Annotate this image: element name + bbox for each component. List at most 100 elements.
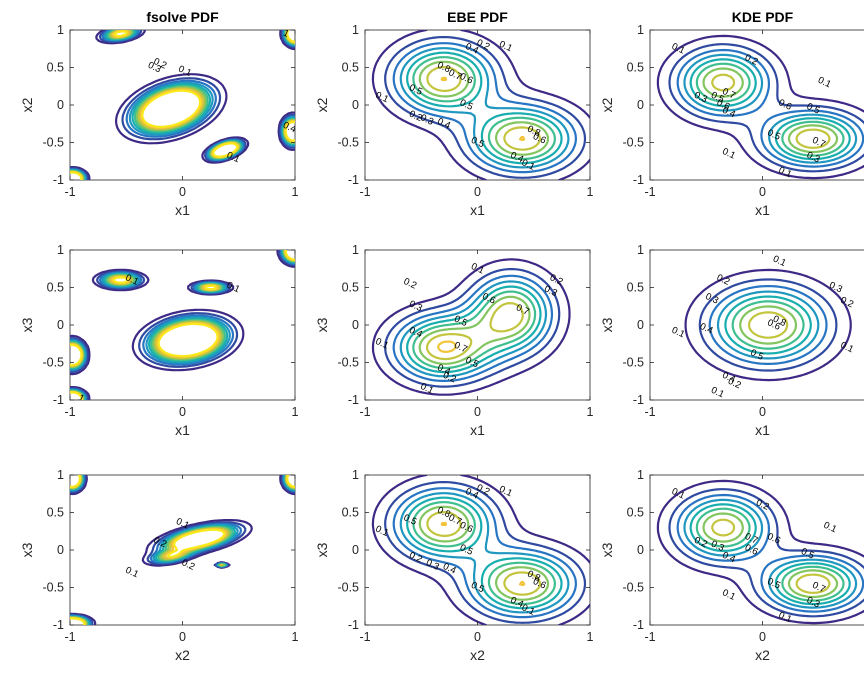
contour-level-0.3 — [676, 48, 864, 168]
x-tick-label: 0 — [759, 630, 766, 644]
x-axis-label: x2 — [755, 647, 770, 663]
y-tick-label: 0.5 — [627, 61, 644, 75]
contour-level-0.6 — [412, 290, 537, 370]
y-axis-label: x3 — [19, 542, 35, 557]
contour-label: 0.1 — [670, 486, 687, 502]
x-axis-label: x1 — [175, 422, 190, 438]
contour-label: 0.1 — [720, 587, 737, 603]
contour-label: 0.3 — [709, 538, 726, 554]
x-axis-label: x2 — [175, 647, 190, 663]
y-tick-label: 0.5 — [342, 281, 359, 295]
y-tick-label: 0.5 — [47, 61, 64, 75]
contour-label: 0.6 — [480, 291, 497, 307]
y-tick-label: 1 — [637, 23, 644, 37]
y-tick-label: 0.5 — [342, 506, 359, 520]
contour-label: 0.5 — [458, 97, 475, 113]
contour-label: 0.1 — [777, 165, 794, 181]
contour-level-1 — [70, 250, 295, 400]
contour-label: 0.2 — [726, 376, 743, 392]
x-tick-label: 0 — [759, 185, 766, 199]
contour-lines: 0.10.3 0.50.40.60.70.6 0.50.50.10.20.10.70… — [656, 34, 864, 181]
contour-level-0.7 — [418, 505, 550, 601]
contour-label: 0.3 — [692, 90, 709, 106]
y-tick-label: 0 — [57, 543, 64, 557]
x-tick-label: 0 — [179, 630, 186, 644]
contour-label: 0.2 — [407, 550, 424, 566]
contour-label: 0.5 — [799, 546, 816, 562]
x-axis-label: x1 — [470, 202, 485, 218]
contour-label: 0.4 — [698, 321, 715, 337]
subplot-1-3: 0.10.3 0.50.40.60.70.6 0.50.50.10.20.10.70… — [599, 9, 864, 218]
contour-label: 0.1 — [497, 484, 514, 500]
contour-label: 0.3 — [419, 112, 436, 128]
contour-label: 1 — [77, 392, 86, 404]
subplot-title: KDE PDF — [732, 9, 794, 25]
y-tick-label: -0.5 — [42, 356, 64, 370]
contour-lines: 0.10.20.310.10.4 — [70, 30, 295, 180]
contour-label: 0.6 — [765, 317, 782, 333]
contour-label: 0.4 — [720, 550, 737, 566]
contour-level-0.4 — [683, 53, 858, 164]
contour-label: 0.6 — [531, 576, 548, 592]
contour-level-0.1 — [371, 475, 590, 625]
contour-label: 0.7 — [514, 302, 531, 318]
y-tick-label: -1 — [633, 173, 644, 187]
subplot-title: fsolve PDF — [146, 9, 219, 25]
x-tick-label: 1 — [292, 630, 299, 644]
contour-level-0.4 — [399, 492, 570, 614]
contour-label: 0.6 — [765, 531, 782, 547]
x-tick-label: -1 — [644, 185, 655, 199]
contour-label: 0.3 — [424, 557, 441, 573]
contour-level-0.2 — [384, 481, 587, 624]
y-axis-label: x2 — [314, 97, 330, 112]
contour-label: 0.2 — [152, 56, 169, 72]
contour-label: 0.1 — [374, 523, 391, 539]
contour-level-1 — [70, 30, 295, 180]
x-tick-label: -1 — [64, 405, 75, 419]
contour-label: 0.5 — [407, 82, 424, 98]
contour-label: 0.6 — [531, 131, 548, 147]
y-tick-label: -1 — [53, 618, 64, 632]
axes-box — [649, 249, 864, 401]
contour-level-0.5 — [724, 295, 812, 355]
contour-level-0.3 — [392, 274, 554, 382]
contour-label: 0.2 — [743, 52, 760, 68]
contour-label: 0.2 — [754, 497, 771, 513]
y-tick-label: 1 — [637, 243, 644, 257]
contour-label: 0.8 — [435, 60, 452, 76]
contour-label: 0.5 — [464, 355, 481, 371]
contour-level-0.3 — [392, 42, 577, 174]
y-tick-label: 1 — [352, 468, 359, 482]
y-tick-label: -0.5 — [622, 581, 644, 595]
contour-level-0.8 — [426, 66, 542, 151]
contour-label: 0.7 — [810, 135, 827, 151]
axes-box — [69, 29, 296, 181]
contour-label: 0.2 — [180, 557, 197, 573]
contour-label: 0.4 — [441, 561, 458, 577]
contour-label: 0.4 — [407, 325, 424, 341]
y-tick-label: -1 — [348, 618, 359, 632]
x-tick-label: 1 — [587, 185, 594, 199]
contour-level-0.6 — [695, 507, 845, 602]
contour-label: 0.1 — [176, 63, 193, 79]
contour-label: 0.7 — [452, 340, 469, 356]
y-tick-label: -1 — [53, 173, 64, 187]
y-tick-label: 0 — [57, 318, 64, 332]
contour-label: 0.1 — [469, 261, 486, 277]
contour-label: 0.2 — [402, 276, 419, 292]
x-tick-label: 1 — [292, 405, 299, 419]
contour-level-0.7 — [418, 295, 531, 365]
contour-label: 0.1 — [124, 565, 141, 581]
y-axis-label: x3 — [19, 317, 35, 332]
contour-level-0.9 — [440, 521, 526, 587]
contour-label: 0.1 — [520, 157, 537, 173]
contour-label: 0.3 — [805, 150, 822, 166]
contour-level-0.2 — [668, 43, 864, 173]
x-tick-label: -1 — [359, 630, 370, 644]
x-tick-label: 0 — [474, 630, 481, 644]
contour-level-0.7 — [739, 305, 798, 345]
contour-level-0.2 — [384, 268, 561, 388]
contour-lines: 0.1 0.2 0.1 0.2 — [70, 475, 295, 625]
subplot-3-2: 0.10.50.2 0.3 0.40.50.60.70.80.40.2 0.10.50… — [314, 468, 594, 663]
contour-level-0.6 — [695, 62, 845, 157]
